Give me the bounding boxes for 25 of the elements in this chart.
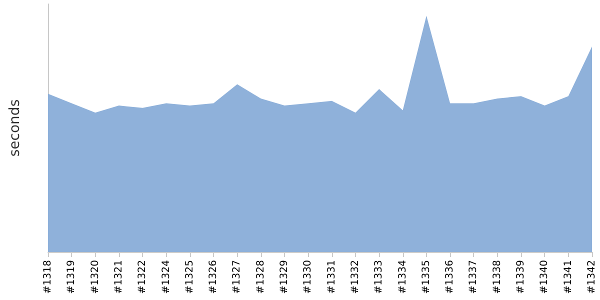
x-tick-label: #1340: [539, 260, 550, 294]
x-tick-label: #1324: [160, 260, 172, 294]
x-tick-label: #1341: [562, 260, 574, 294]
x-tick-label: #1337: [468, 260, 480, 294]
x-tick-label: #1332: [350, 260, 361, 294]
x-tick-label: #1322: [137, 260, 148, 294]
x-tick-label: #1327: [232, 260, 243, 294]
x-tick-label: #1329: [279, 260, 290, 294]
x-tick-label: #1336: [444, 260, 456, 294]
x-tick-label: #1342: [586, 260, 598, 294]
x-tick-label: #1334: [397, 260, 408, 294]
x-tick-label: #1338: [492, 260, 503, 294]
x-tick-label: #1335: [420, 260, 432, 294]
x-tick-label: #1333: [374, 260, 385, 294]
y-axis-title: seconds: [7, 99, 23, 157]
x-tick-label: #1320: [90, 260, 101, 294]
x-tick-label: #1321: [113, 260, 124, 294]
x-tick-label: #1328: [255, 260, 266, 294]
x-tick-label: #1331: [326, 260, 338, 294]
x-tick-label: #1325: [184, 260, 196, 294]
x-tick-label: #1339: [516, 260, 527, 294]
x-tick-label: #1326: [208, 260, 220, 294]
x-tick-label: #1330: [302, 260, 314, 294]
x-tick-label: #1319: [66, 260, 78, 294]
x-tick-label: #1318: [42, 260, 54, 294]
